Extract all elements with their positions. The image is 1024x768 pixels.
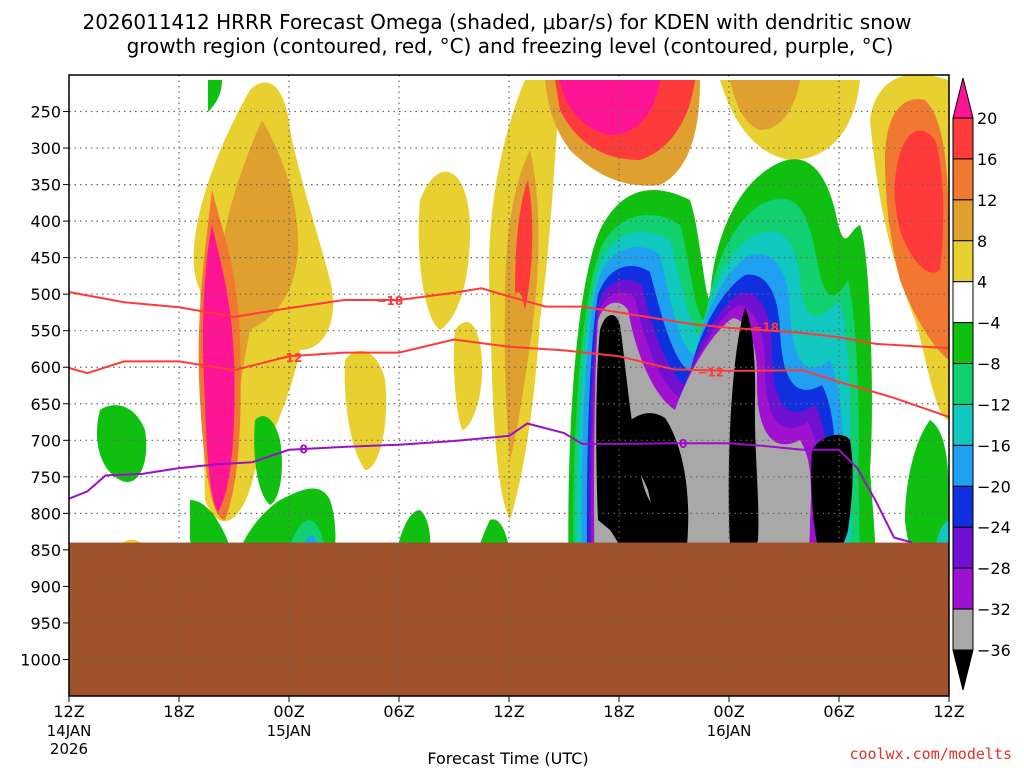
colorbar-swatch (952, 363, 974, 405)
y-tick-label: 750 (30, 468, 61, 487)
colorbar-label: 8 (977, 232, 987, 251)
chart-title-line2: growth region (contoured, red, °C) and f… (127, 34, 894, 58)
colorbar-label: 20 (977, 109, 997, 128)
colorbar-label: −24 (977, 518, 1011, 537)
colorbar-label: 12 (977, 191, 997, 210)
omega-region-upper-right-core (730, 80, 800, 130)
y-tick-label: 850 (30, 541, 61, 560)
credit-text: coolwx.com/modelts (849, 745, 1012, 763)
y-tick-label: 450 (30, 249, 61, 268)
x-tick-label: 18Z (163, 702, 194, 721)
colorbar-swatch (952, 199, 974, 242)
colorbar-swatch (952, 158, 974, 201)
colorbar-label: −28 (977, 559, 1011, 578)
colorbar-label: 16 (977, 150, 997, 169)
contour-label-minus12: −12 (697, 366, 724, 380)
contour-label-minus18: −18 (376, 294, 403, 308)
colorbar-label: −8 (977, 355, 1001, 374)
x-tick-date: 14JAN (47, 722, 92, 740)
contour-label-freezing: 0 (299, 442, 307, 456)
colorbar-label: −32 (977, 600, 1011, 619)
y-tick-label: 500 (30, 285, 61, 304)
x-tick-date: 16JAN (707, 722, 752, 740)
y-tick-label: 250 (30, 103, 61, 122)
grid-lines (68, 75, 950, 696)
y-tick-label: 550 (30, 322, 61, 341)
colorbar: 20 16 12 8 4 −4 −8 −12 −16 −20 −24 −28 −32 −36 (952, 77, 1011, 691)
omega-region-negative-minimum-3 (728, 308, 759, 570)
contour-line-minus18 (68, 287, 950, 350)
x-tick-label: 12Z (493, 702, 524, 721)
colorbar-swatch (952, 240, 974, 283)
y-tick-label: 650 (30, 395, 61, 414)
temperature-contours: −18 −18 −12 −12 0 0 (68, 287, 950, 544)
x-axis-label: Forecast Time (UTC) (427, 749, 588, 768)
x-tick-label: 00Z (273, 702, 304, 721)
omega-region-positive-mid3 (453, 321, 483, 430)
colorbar-swatch (952, 567, 974, 610)
x-tick-year: 2026 (50, 740, 88, 758)
y-tick-label: 800 (30, 504, 61, 523)
colorbar-swatch (952, 322, 974, 365)
y-tick-label: 900 (30, 577, 61, 596)
colorbar-swatch (952, 526, 974, 569)
y-tick-label: 1000 (20, 650, 61, 669)
colorbar-top-arrow (952, 77, 974, 119)
x-tick-label: 12Z (933, 702, 964, 721)
omega-shaded-field (96, 75, 949, 610)
x-tick-label: 00Z (713, 702, 744, 721)
colorbar-swatch (952, 608, 974, 651)
y-tick-label: 300 (30, 139, 61, 158)
x-tick-label: 06Z (383, 702, 414, 721)
colorbar-swatch (952, 403, 974, 446)
colorbar-label: −20 (977, 477, 1011, 496)
omega-region-maximum-12z (515, 180, 533, 310)
y-axis-ticks: 250 300 350 400 450 500 550 600 650 700 750 800 850 9… (20, 103, 69, 669)
colorbar-label: −12 (977, 395, 1011, 414)
omega-region-upper-max-core (560, 80, 660, 135)
omega-region-low-green-1 (96, 405, 147, 482)
omega-region-positive-mid (344, 350, 387, 470)
y-tick-label: 950 (30, 614, 61, 633)
omega-region-positive-top-left (208, 80, 222, 112)
colorbar-swatch (952, 281, 974, 324)
x-tick-label: 18Z (603, 702, 634, 721)
colorbar-swatch (952, 117, 974, 160)
contour-line-minus12 (68, 338, 950, 418)
chart-title-line1: 2026011412 HRRR Forecast Omega (shaded, … (82, 10, 911, 34)
contour-label-minus12: −12 (276, 351, 303, 365)
x-tick-label: 06Z (823, 702, 854, 721)
contour-line-freezing (68, 422, 913, 544)
colorbar-label: −36 (977, 641, 1011, 660)
colorbar-bottom-arrow (952, 649, 974, 691)
colorbar-swatch (952, 444, 974, 487)
omega-region-far-right-core (894, 130, 944, 273)
omega-region-negative-minimum-4 (811, 434, 853, 555)
colorbar-label: 4 (977, 273, 987, 292)
colorbar-swatch (952, 485, 974, 528)
omega-region-low-green-4 (254, 416, 282, 505)
y-tick-label: 600 (30, 358, 61, 377)
x-tick-date: 15JAN (267, 722, 312, 740)
x-tick-label: 12Z (53, 702, 84, 721)
contour-label-minus18: −18 (752, 320, 779, 334)
y-tick-label: 400 (30, 212, 61, 231)
colorbar-label: −4 (977, 314, 1001, 333)
contour-label-freezing: 0 (679, 437, 687, 451)
y-tick-label: 350 (30, 176, 61, 195)
omega-region-positive-mid2 (418, 171, 470, 330)
colorbar-label: −16 (977, 436, 1011, 455)
y-tick-label: 700 (30, 431, 61, 450)
plot-frame (68, 74, 950, 697)
